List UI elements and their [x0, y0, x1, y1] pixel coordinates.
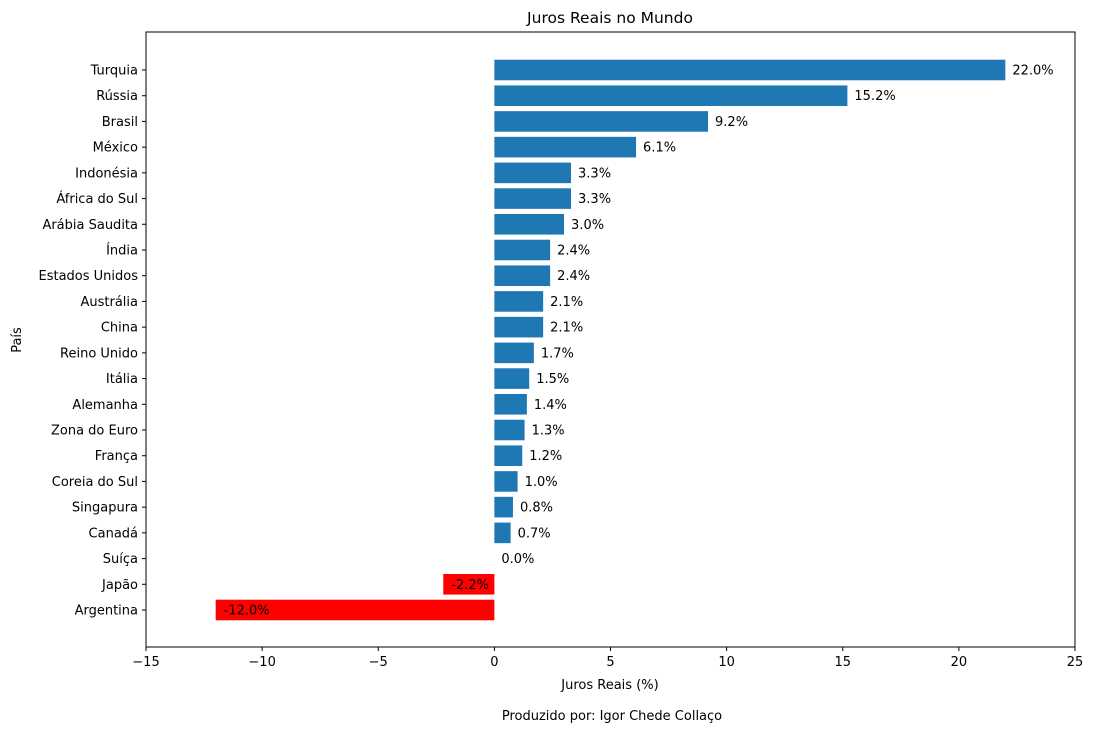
data-label-7: 2.4% — [557, 244, 590, 259]
data-label-10: 2.1% — [550, 321, 583, 336]
y-tick-label-5: África do Sul — [56, 191, 138, 207]
x-tick-label-3: 0 — [490, 655, 498, 670]
bars-layer — [215, 59, 1006, 621]
bar-10 — [494, 316, 544, 338]
data-label-1: 15.2% — [854, 89, 895, 104]
x-axis: −15 −10 −5 0 5 10 15 20 25 — [132, 647, 1083, 670]
x-tick-label-2: −5 — [369, 655, 388, 670]
bar-1 — [494, 85, 848, 106]
data-label-18: 0.7% — [518, 526, 551, 541]
data-label-12: 1.5% — [536, 372, 569, 387]
x-tick-label-1: −10 — [248, 655, 275, 670]
data-label-16: 1.0% — [525, 475, 558, 490]
x-tick-label-8: 25 — [1067, 655, 1084, 670]
data-label-9: 2.1% — [550, 295, 583, 310]
bar-9 — [494, 291, 544, 312]
bar-0 — [494, 59, 1006, 81]
bar-2 — [494, 111, 709, 132]
x-axis-label: Juros Reais (%) — [560, 678, 658, 693]
x-tick-label-5: 10 — [718, 655, 735, 670]
bar-20 — [443, 574, 495, 595]
y-tick-label-12: Itália — [106, 372, 138, 387]
y-tick-label-4: Indonésia — [75, 166, 138, 181]
bar-14 — [494, 419, 525, 441]
data-label-20: -2.2% — [451, 578, 489, 593]
y-tick-label-3: México — [93, 141, 138, 156]
data-label-21: -12.0% — [224, 604, 270, 619]
y-tick-label-0: Turquia — [90, 64, 138, 79]
y-tick-label-9: Austrália — [80, 295, 138, 310]
data-label-13: 1.4% — [534, 398, 567, 413]
data-label-14: 1.3% — [532, 424, 565, 439]
y-tick-label-11: Reino Unido — [60, 346, 138, 361]
y-tick-label-21: Argentina — [75, 604, 138, 619]
bar-4 — [494, 162, 572, 184]
y-tick-label-20: Japão — [101, 578, 138, 593]
bar-17 — [494, 496, 513, 518]
y-tick-label-18: Canadá — [89, 526, 138, 541]
y-tick-label-8: Estados Unidos — [38, 269, 138, 284]
data-label-15: 1.2% — [529, 449, 562, 464]
bar-3 — [494, 136, 637, 158]
y-tick-label-10: China — [101, 321, 138, 336]
bar-11 — [494, 342, 534, 364]
data-label-2: 9.2% — [715, 115, 748, 130]
data-labels-layer: 22.0% 15.2% 9.2% 6.1% 3.3% 3.3% 3.0% 2.4% 2.4% 2.… — [224, 64, 1054, 619]
bar-15 — [494, 445, 523, 466]
data-label-5: 3.3% — [578, 192, 611, 207]
y-tick-label-16: Coreia do Sul — [52, 475, 138, 490]
bar-6 — [494, 214, 565, 235]
y-tick-label-2: Brasil — [102, 115, 138, 130]
y-tick-label-7: Índia — [106, 243, 138, 259]
bar-13 — [494, 394, 527, 415]
data-label-19: 0.0% — [501, 552, 534, 567]
x-tick-label-7: 20 — [951, 655, 968, 670]
y-tick-label-19: Suíça — [103, 552, 138, 567]
plot-area-background — [146, 32, 1075, 647]
bar-18 — [494, 522, 511, 544]
bar-21 — [215, 599, 495, 621]
bar-5 — [494, 188, 572, 209]
bar-12 — [494, 368, 530, 389]
x-tick-label-4: 5 — [606, 655, 614, 670]
data-label-11: 1.7% — [541, 346, 574, 361]
credit-text: Produzido por: Igor Chede Collaço — [502, 709, 722, 724]
y-tick-label-6: Arábia Saudita — [42, 218, 138, 233]
y-tick-label-15: França — [95, 449, 138, 464]
data-label-6: 3.0% — [571, 218, 604, 233]
y-axis-label: País — [10, 327, 25, 353]
y-tick-label-13: Alemanha — [72, 398, 138, 413]
bar-8 — [494, 265, 551, 286]
x-tick-label-0: −15 — [132, 655, 159, 670]
chart-title: Juros Reais no Mundo — [526, 9, 693, 27]
y-tick-label-14: Zona do Euro — [51, 424, 138, 439]
data-label-3: 6.1% — [643, 141, 676, 156]
x-tick-label-6: 15 — [834, 655, 851, 670]
data-label-0: 22.0% — [1012, 64, 1053, 79]
bar-7 — [494, 239, 551, 261]
bar-16 — [494, 471, 518, 492]
data-label-8: 2.4% — [557, 269, 590, 284]
y-axis: Turquia Rússia Brasil México Indonésia África… — [38, 64, 146, 619]
data-label-17: 0.8% — [520, 501, 553, 516]
data-label-4: 3.3% — [578, 166, 611, 181]
y-tick-label-17: Singapura — [72, 501, 138, 516]
y-tick-label-1: Rússia — [96, 89, 138, 104]
